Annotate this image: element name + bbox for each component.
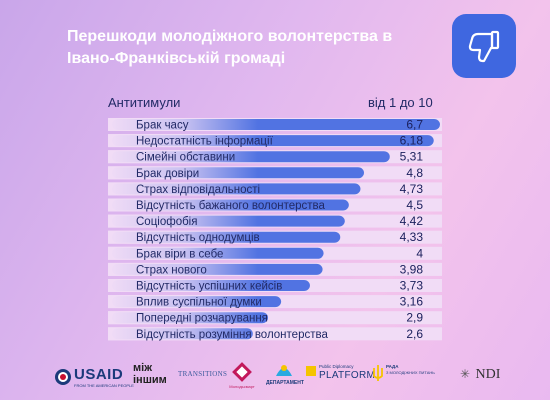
- category-label: Соціофобія: [136, 216, 197, 228]
- bar-fade: [108, 166, 258, 180]
- value-label: 4,73: [400, 182, 424, 196]
- category-label: Брак віри в себе: [136, 248, 223, 260]
- bar-fade: [108, 198, 258, 212]
- title-line-2: Івано-Франківській громаді: [67, 50, 286, 67]
- partner-logos: USAID FROM THE AMERICAN PEOPLE між іншим…: [0, 356, 550, 400]
- usaid-text: USAID: [74, 366, 124, 383]
- category-label: Відсутність однодумців: [136, 232, 260, 244]
- value-label: 4: [416, 246, 423, 260]
- value-label: 3,98: [400, 262, 424, 276]
- value-label: 3,73: [400, 279, 424, 293]
- title-line-1: Перешкоди молодіжного волонтерства в: [67, 28, 393, 45]
- department-emblem-icon: [276, 365, 292, 376]
- chart-subtitle-left: Антитимули: [108, 95, 181, 110]
- category-label: Попередні розчарування: [136, 313, 268, 325]
- ndi-logo: ✳ NDI: [460, 365, 500, 383]
- mizh-inshym-logo: між іншим: [133, 362, 173, 386]
- value-label: 6,7: [406, 118, 423, 132]
- category-label: Брак довіри: [136, 168, 199, 180]
- bar-fade: [108, 134, 258, 148]
- bar-fade: [108, 214, 258, 228]
- value-label: 3,16: [400, 295, 424, 309]
- ndi-star-icon: ✳: [460, 367, 471, 381]
- page-title: Перешкоди молодіжного волонтерства в Іва…: [67, 26, 447, 70]
- ndi-text: NDI: [475, 367, 501, 382]
- usaid-seal-icon: [55, 369, 71, 385]
- value-label: 2,6: [406, 327, 423, 341]
- category-label: Брак часу: [136, 120, 189, 132]
- category-label: Страх відповідальності: [136, 184, 260, 196]
- bar-fade: [108, 311, 258, 325]
- category-label: Сімейні обставини: [136, 152, 235, 164]
- inshym-text: іншим: [133, 374, 167, 386]
- category-label: Відсутність успішних кейсів: [136, 281, 282, 293]
- rada-text: РАДА: [386, 364, 399, 369]
- category-label: Відсутність бажаного волонтерства: [136, 200, 326, 212]
- pd-square: [306, 366, 316, 376]
- category-label: Страх нового: [136, 264, 207, 276]
- thumbs-down-icon: [468, 30, 500, 63]
- value-label: 6,18: [400, 134, 424, 148]
- trident-icon: [373, 365, 383, 381]
- pd-text: Public Diplomacy: [319, 364, 354, 369]
- chart-subtitle-right: від 1 до 10: [368, 95, 433, 110]
- youth-affairs-text: З МОЛОДІЖНИХ ПИТАНЬ: [386, 370, 435, 375]
- value-label: 2,9: [406, 311, 423, 325]
- transitions-logo: TRANSITIONS: [178, 370, 228, 378]
- bar-fade: [108, 327, 258, 341]
- value-label: 5,31: [400, 150, 424, 164]
- category-label: Відсутність розуміння волонтерства: [136, 329, 328, 341]
- value-label: 4,33: [400, 230, 424, 244]
- bar-fade: [108, 150, 258, 164]
- bar-fade: [108, 230, 258, 244]
- thumbs-down-badge: [452, 14, 516, 78]
- molodsmart-logo: Молодьсмарт: [224, 360, 260, 389]
- value-label: 4,42: [400, 214, 424, 228]
- department-logo: ДЕПАРТАМЕНТ: [266, 358, 304, 386]
- value-label: 4,8: [406, 166, 423, 180]
- department-text: ДЕПАРТАМЕНТ: [266, 380, 304, 386]
- platform-text: PLATFORM: [319, 370, 376, 381]
- bar-chart: Брак часу 6,7 Недостатність інформації 6,18…: [108, 118, 442, 341]
- bar-fade: [108, 279, 258, 292]
- value-label: 4,5: [406, 198, 423, 212]
- molodsmart-emblem-icon: [232, 362, 252, 382]
- bar-fade: [108, 246, 258, 260]
- bar-fade: [108, 295, 258, 309]
- bar-fade: [108, 182, 258, 196]
- bar-fade: [108, 262, 258, 276]
- category-label: Вплив суспільної думки: [136, 297, 262, 309]
- molodsmart-text: Молодьсмарт: [229, 384, 255, 389]
- usaid-tagline: FROM THE AMERICAN PEOPLE: [74, 383, 134, 388]
- category-label: Недостатність інформації: [136, 136, 274, 148]
- bar-fade: [108, 118, 258, 131]
- mizh-text: між: [133, 362, 152, 374]
